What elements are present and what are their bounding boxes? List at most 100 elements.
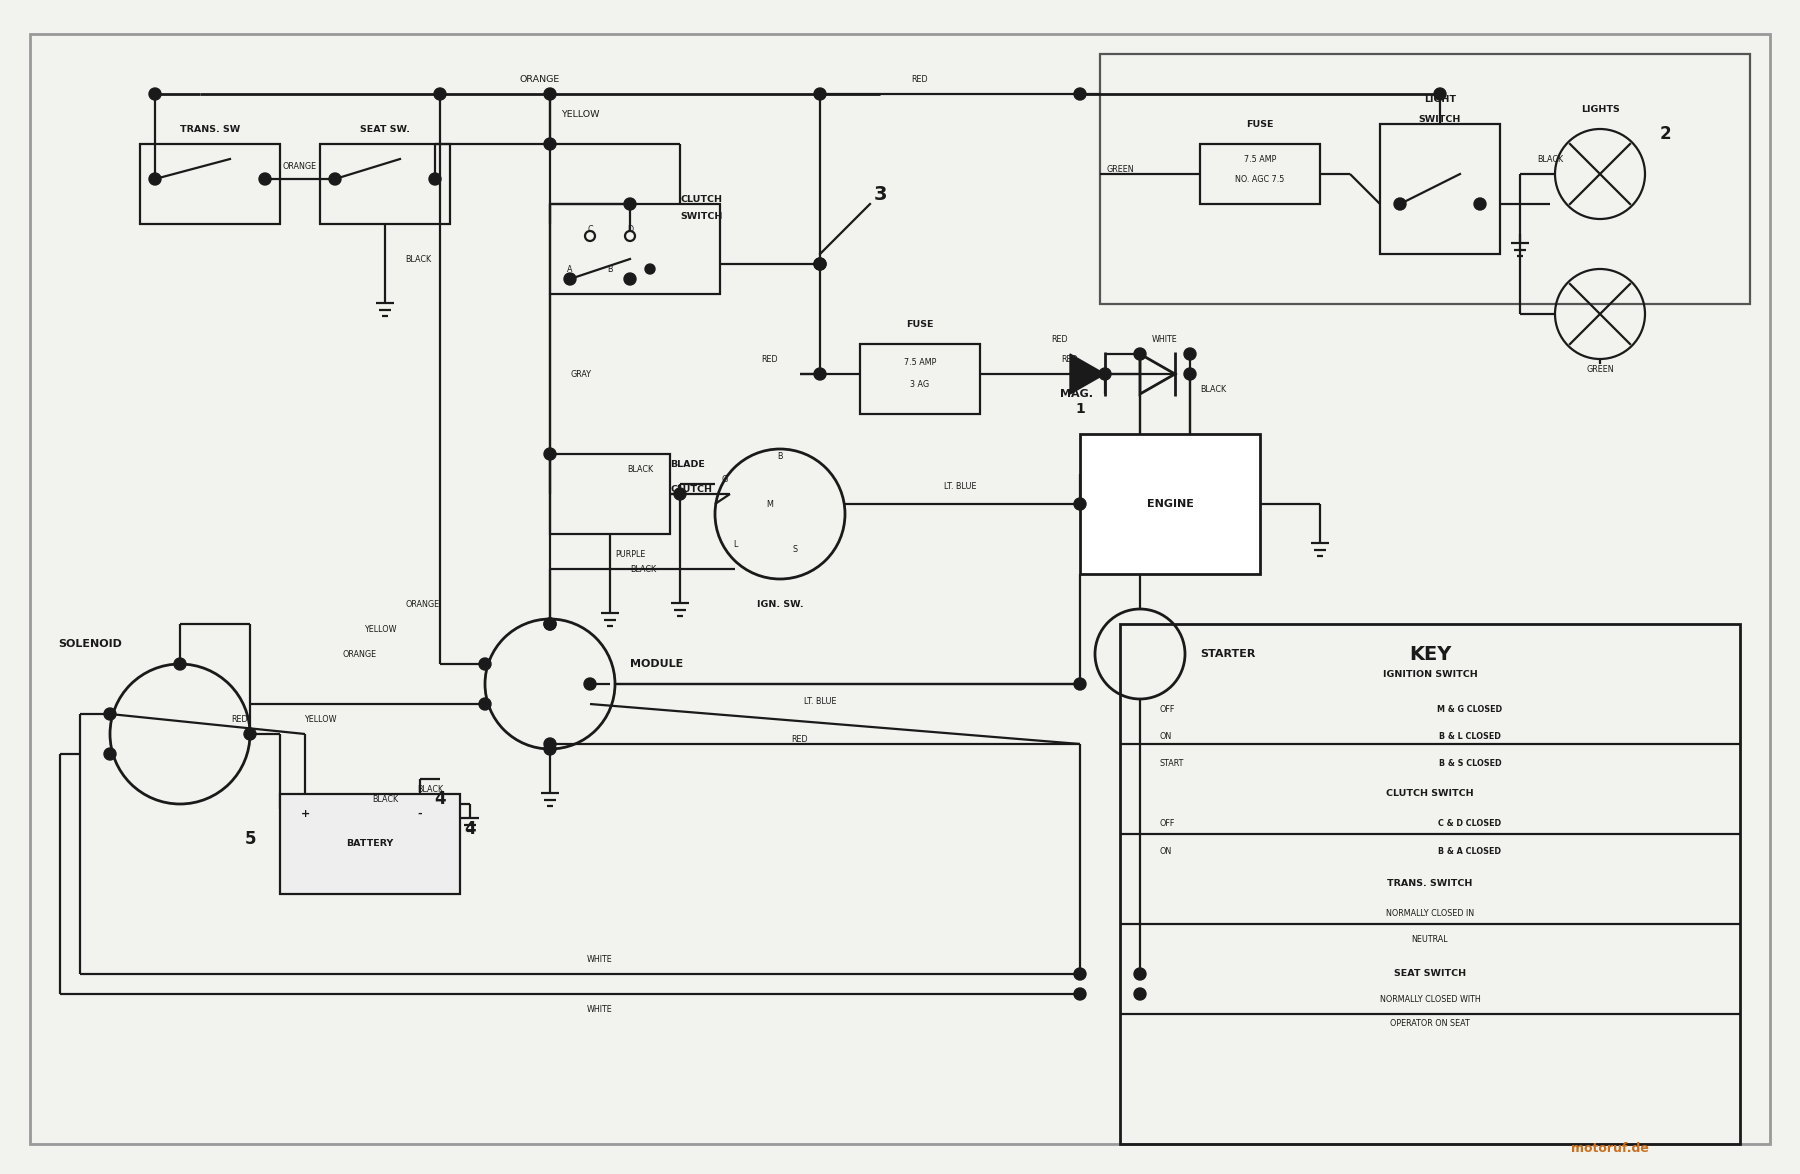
Text: B & A CLOSED: B & A CLOSED [1438, 846, 1501, 856]
Bar [140, 144, 281, 224]
Text: 3 AG: 3 AG [911, 379, 929, 389]
Circle shape [1075, 498, 1085, 510]
Text: STARTER: STARTER [1201, 649, 1255, 659]
Circle shape [1134, 348, 1147, 360]
Text: 1: 1 [1075, 402, 1085, 416]
Text: TRANS. SW: TRANS. SW [180, 124, 239, 134]
Text: L: L [733, 540, 738, 548]
Text: IGN. SW.: IGN. SW. [756, 600, 803, 608]
Circle shape [1075, 969, 1085, 980]
Bar [551, 454, 670, 534]
Circle shape [1184, 348, 1195, 360]
Circle shape [544, 88, 556, 100]
Text: WHITE: WHITE [587, 954, 612, 964]
Text: M: M [767, 499, 774, 508]
Text: OFF: OFF [1159, 704, 1175, 714]
Circle shape [814, 88, 826, 100]
Circle shape [1134, 989, 1147, 1000]
Circle shape [149, 173, 160, 185]
Circle shape [479, 699, 491, 710]
Text: D: D [626, 224, 634, 234]
Text: NORMALLY CLOSED WITH: NORMALLY CLOSED WITH [1379, 994, 1480, 1004]
Text: OPERATOR ON SEAT: OPERATOR ON SEAT [1390, 1019, 1471, 1028]
Text: S: S [792, 545, 797, 553]
Circle shape [1134, 969, 1147, 980]
Circle shape [428, 173, 441, 185]
Circle shape [544, 738, 556, 750]
Text: PURPLE: PURPLE [616, 549, 644, 559]
Text: CLUTCH: CLUTCH [680, 195, 722, 203]
Text: YELLOW: YELLOW [364, 625, 396, 634]
Text: ON: ON [1159, 846, 1172, 856]
Circle shape [625, 274, 635, 285]
Bar [1381, 124, 1499, 254]
Bar [860, 344, 979, 414]
Text: LIGHT: LIGHT [1424, 94, 1456, 103]
Circle shape [1393, 198, 1406, 210]
Text: BLADE: BLADE [670, 459, 706, 468]
Circle shape [1474, 198, 1487, 210]
Text: START: START [1159, 760, 1184, 769]
Text: CLUTCH: CLUTCH [670, 485, 713, 493]
Circle shape [625, 198, 635, 210]
Text: RED: RED [911, 74, 929, 83]
Text: B: B [607, 264, 612, 274]
Circle shape [329, 173, 340, 185]
Text: OFF: OFF [1159, 819, 1175, 829]
Text: GREEN: GREEN [1586, 364, 1615, 373]
Circle shape [814, 367, 826, 380]
Circle shape [544, 618, 556, 630]
Text: ON: ON [1159, 731, 1172, 741]
Circle shape [434, 88, 446, 100]
Text: BLACK: BLACK [626, 465, 653, 473]
Text: BLACK: BLACK [405, 255, 432, 263]
Text: NO. AGC 7.5: NO. AGC 7.5 [1235, 175, 1285, 183]
Circle shape [814, 258, 826, 270]
Text: YELLOW: YELLOW [304, 715, 337, 723]
Text: G: G [722, 474, 729, 484]
Text: GREEN: GREEN [1107, 164, 1134, 174]
Circle shape [1075, 679, 1085, 690]
Text: MODULE: MODULE [630, 659, 684, 669]
Text: CLUTCH SWITCH: CLUTCH SWITCH [1386, 789, 1474, 798]
Circle shape [583, 679, 596, 690]
Text: RED: RED [1062, 355, 1078, 364]
Text: RED: RED [1051, 335, 1069, 344]
Text: +: + [301, 809, 310, 819]
Text: 4: 4 [434, 790, 446, 808]
Text: NEUTRAL: NEUTRAL [1411, 935, 1449, 944]
Text: YELLOW: YELLOW [562, 109, 599, 119]
Text: E: E [648, 264, 653, 274]
Text: BLACK: BLACK [630, 565, 657, 574]
Text: 5: 5 [245, 830, 256, 848]
Circle shape [644, 264, 655, 274]
Text: C & D CLOSED: C & D CLOSED [1438, 819, 1501, 829]
Text: GRAY: GRAY [571, 370, 590, 378]
Text: BATTERY: BATTERY [346, 839, 394, 849]
Text: FUSE: FUSE [905, 319, 934, 329]
Text: M & G CLOSED: M & G CLOSED [1438, 704, 1503, 714]
Circle shape [175, 657, 185, 670]
Text: ENGINE: ENGINE [1147, 499, 1193, 510]
Text: motoruf.de: motoruf.de [1571, 1142, 1649, 1155]
Text: B & L CLOSED: B & L CLOSED [1438, 731, 1501, 741]
Bar [1201, 144, 1319, 204]
Text: LT. BLUE: LT. BLUE [805, 697, 837, 707]
Text: ORANGE: ORANGE [344, 649, 376, 659]
Text: IGNITION SWITCH: IGNITION SWITCH [1382, 669, 1478, 679]
Bar [281, 794, 461, 893]
Circle shape [544, 743, 556, 755]
Bar [320, 144, 450, 224]
Circle shape [673, 488, 686, 500]
Circle shape [104, 748, 115, 760]
Bar [1080, 434, 1260, 574]
Text: RED: RED [1076, 370, 1093, 378]
Text: MAG.: MAG. [1060, 389, 1093, 399]
Circle shape [544, 448, 556, 460]
Text: FUSE: FUSE [1246, 120, 1274, 128]
Text: C: C [587, 224, 592, 234]
Circle shape [259, 173, 272, 185]
Circle shape [544, 618, 556, 630]
Circle shape [814, 258, 826, 270]
Text: KEY: KEY [1409, 645, 1451, 663]
